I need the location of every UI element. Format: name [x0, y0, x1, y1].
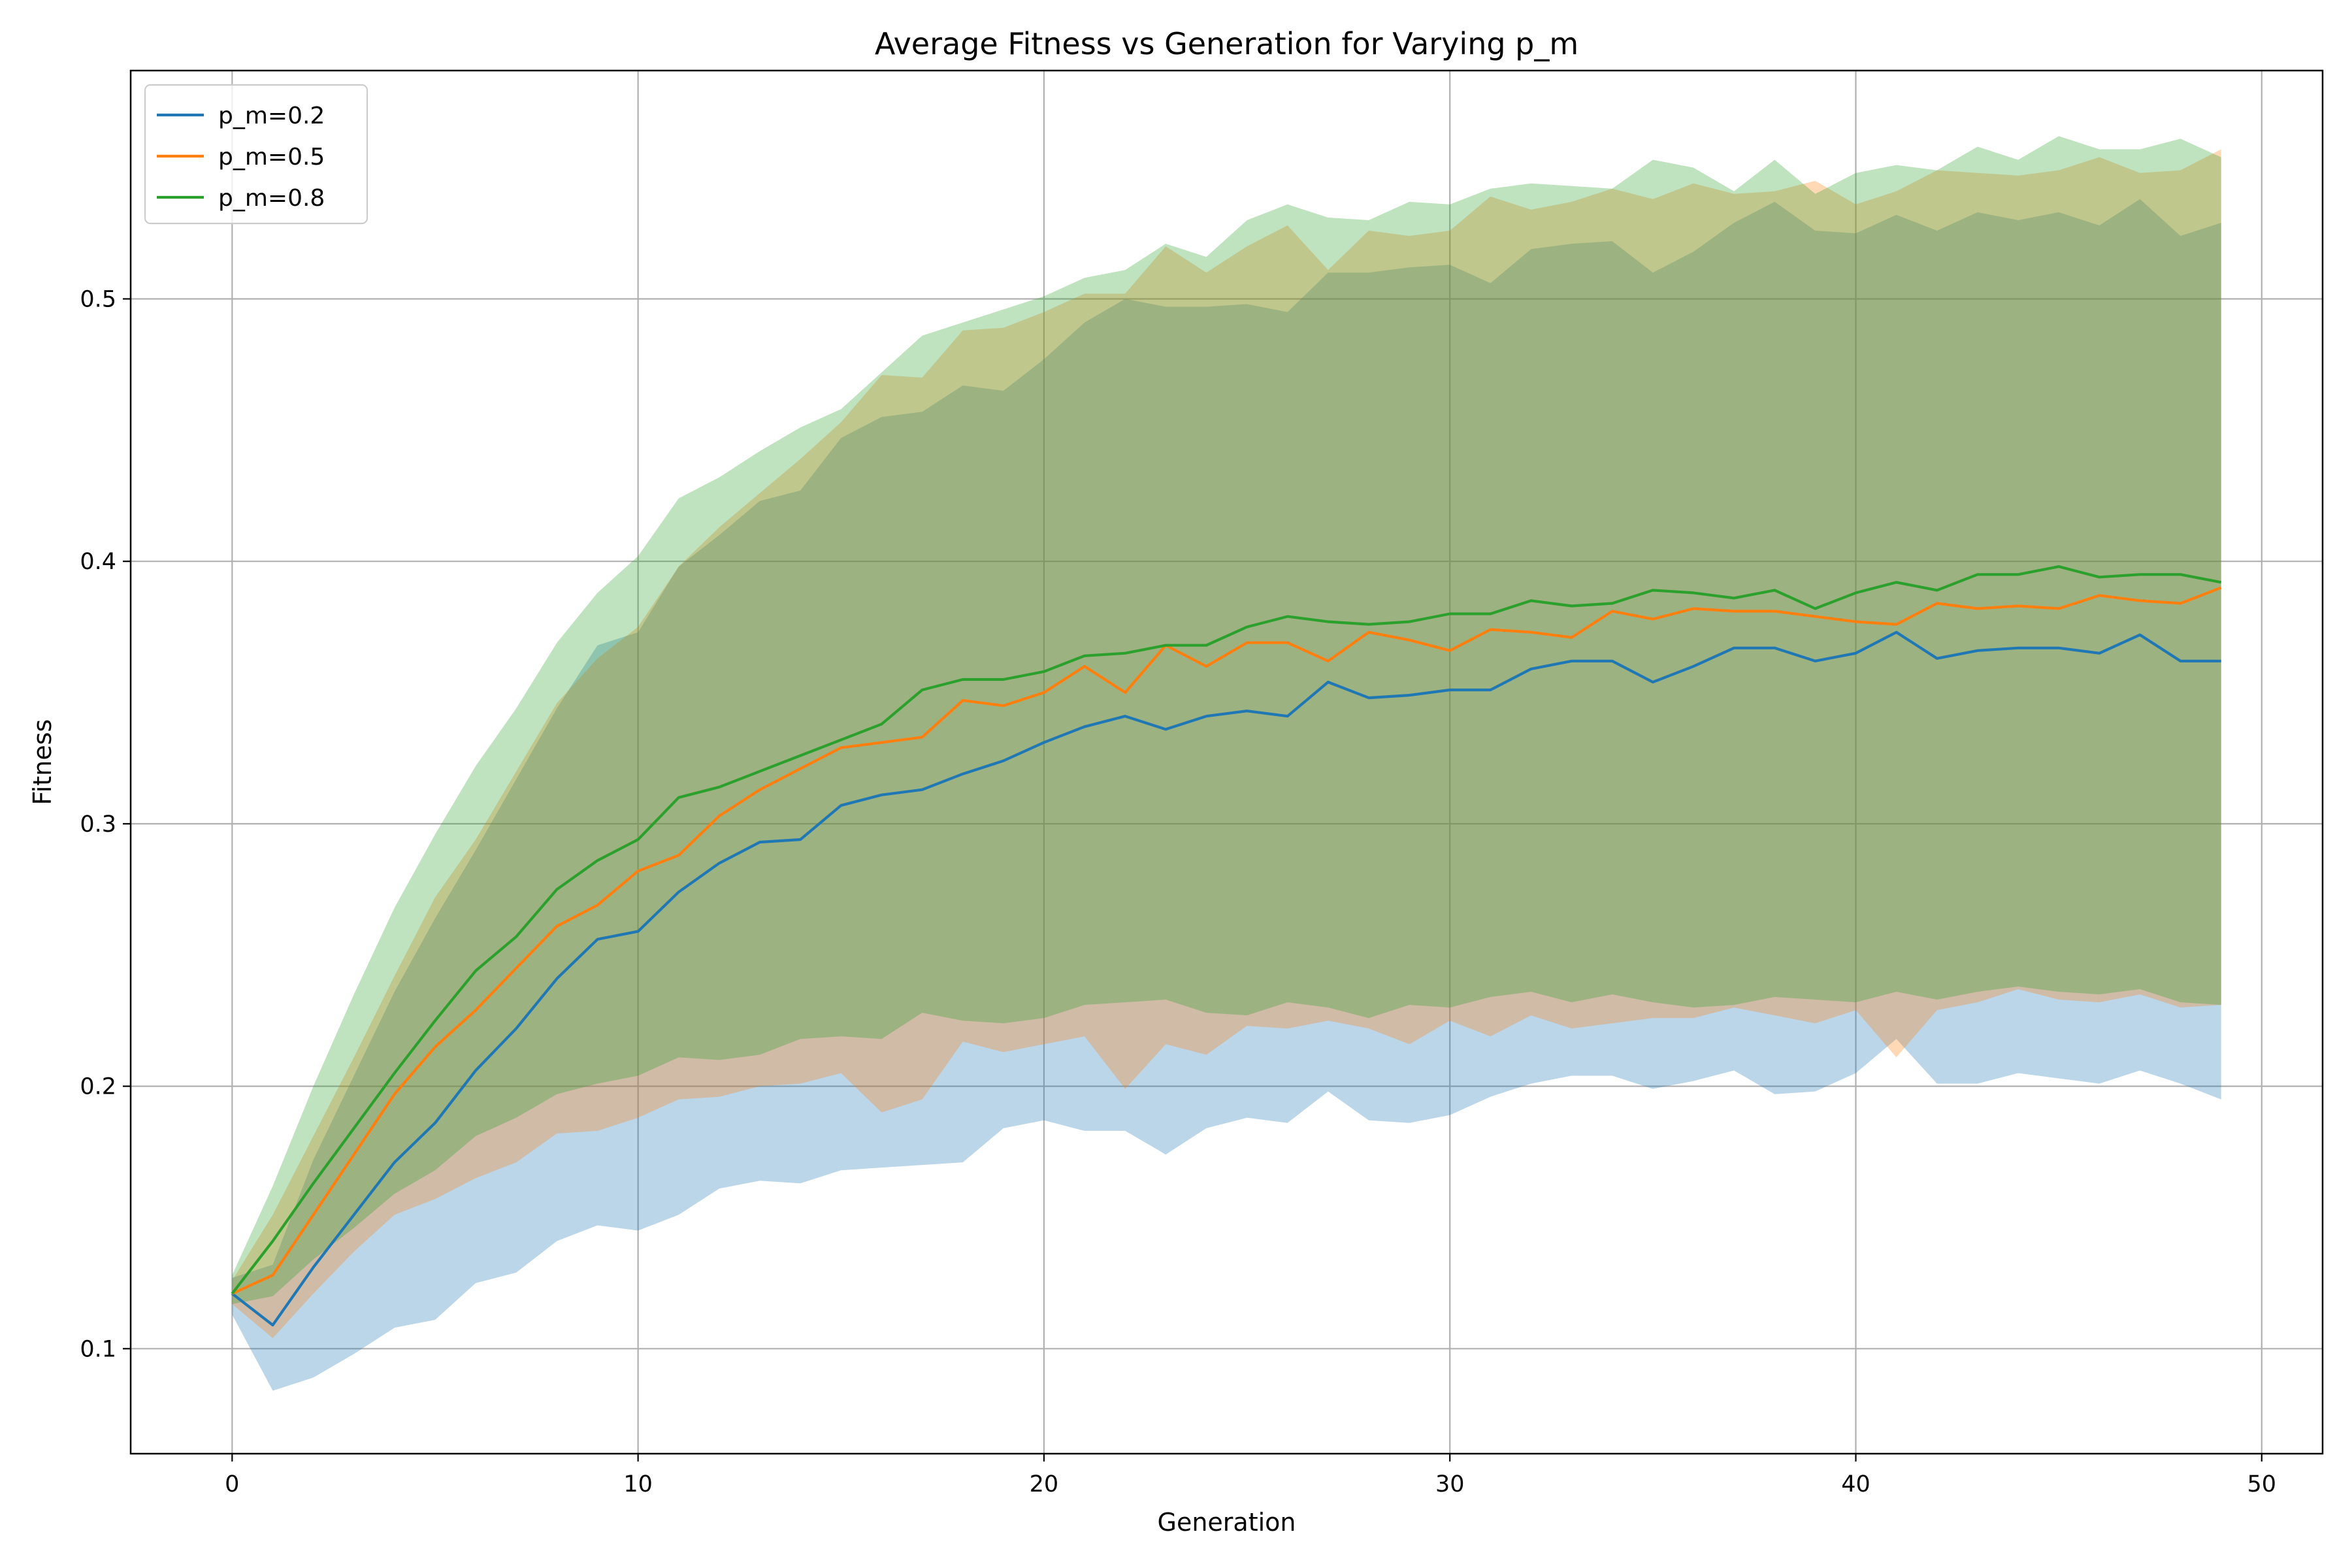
- y-tick-label: 0.2: [80, 1074, 116, 1100]
- legend: p_m=0.2 p_m=0.5 p_m=0.8: [144, 84, 368, 225]
- y-tick-label: 0.4: [80, 549, 116, 575]
- series-line: [231, 586, 2222, 1295]
- confidence-bands: [232, 136, 2221, 1391]
- y-tick-label: 0.1: [80, 1336, 116, 1362]
- y-axis-label: Fitness: [28, 719, 57, 806]
- x-tick-label: 0: [225, 1471, 239, 1497]
- legend-box: [144, 84, 368, 225]
- x-tick-label: 20: [1030, 1471, 1059, 1497]
- series-lines: [231, 565, 2222, 1327]
- confidence-band: [232, 199, 2221, 1391]
- confidence-band: [232, 136, 2221, 1304]
- chart-title: Average Fitness vs Generation for Varyin…: [875, 26, 1578, 61]
- x-tick-label: 30: [1435, 1471, 1465, 1497]
- axis-ticks: 0 10 20 30 40 50 0.1 0.2 0.3 0.4 0.5: [80, 286, 2276, 1497]
- plot-frame: [129, 69, 2324, 1455]
- grid: [131, 71, 2323, 1454]
- legend-label: p_m=0.2: [218, 103, 325, 129]
- x-tick-label: 40: [1841, 1471, 1870, 1497]
- y-tick-label: 0.3: [80, 811, 116, 838]
- x-axis-label: Generation: [1158, 1508, 1296, 1537]
- series-line: [231, 630, 2221, 1327]
- confidence-band: [232, 149, 2221, 1339]
- legend-label: p_m=0.8: [218, 185, 325, 212]
- x-tick-label: 10: [623, 1471, 653, 1497]
- x-tick-label: 50: [2247, 1471, 2277, 1497]
- series-line: [231, 565, 2222, 1295]
- y-tick-label: 0.5: [80, 286, 116, 312]
- legend-label: p_m=0.5: [218, 144, 325, 171]
